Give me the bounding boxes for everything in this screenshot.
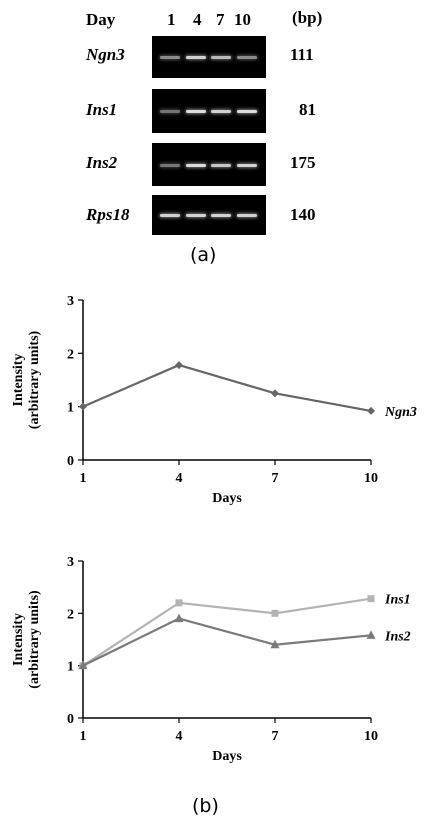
x-tick-label: 10 (364, 471, 378, 486)
series-label-ins1: Ins1 (384, 593, 411, 608)
y-tick-label: 2 (67, 607, 74, 622)
x-tick-label: 10 (364, 729, 378, 744)
day-4-label: 4 (193, 10, 202, 29)
y-tick-label: 0 (67, 712, 74, 727)
y-tick-label: 0 (67, 454, 74, 469)
gene-label-rps18: Rps18 (86, 205, 130, 224)
gel-band-rps18-day10 (237, 214, 257, 217)
gel-band-ngn3-day4 (186, 56, 206, 59)
data-point-ins2-day4 (174, 613, 184, 623)
x-tick-label: 7 (272, 729, 279, 744)
gel-lane-ins2 (152, 143, 266, 186)
y-tick-label: 1 (67, 401, 74, 416)
day-1-label: 1 (167, 10, 176, 29)
gel-band-rps18-day7 (211, 214, 231, 217)
x-axis-label: Days (212, 749, 242, 764)
gel-band-ins1-day1 (160, 110, 180, 113)
bp-value-ins1: 81 (299, 100, 316, 119)
gel-band-ngn3-day1 (160, 56, 180, 59)
series-line-ins1 (82, 597, 372, 667)
gel-band-ins2-day1 (160, 163, 180, 167)
gel-lane-ngn3 (152, 36, 266, 78)
bp-header-label: (bp) (292, 8, 323, 27)
data-point-ngn3-day7 (271, 389, 279, 398)
y-axis-label: Intensity (11, 613, 26, 666)
gene-label-ins1: Ins1 (86, 100, 118, 119)
day-header-label: Day (86, 10, 116, 29)
series-label-ins2: Ins2 (384, 629, 411, 644)
gene-label-ngn3: Ngn3 (86, 45, 125, 64)
data-point-ins2-day1 (78, 660, 88, 670)
gel-band-rps18-day1 (160, 214, 180, 217)
gel-band-ins1-day10 (237, 110, 257, 113)
y-axis-label: (arbitrary units) (27, 330, 42, 429)
y-axis-label: Intensity (11, 354, 26, 407)
x-tick-label: 4 (176, 471, 183, 486)
bp-value-rps18: 140 (290, 205, 316, 224)
gel-lane-ins1 (152, 89, 266, 133)
gene-label-ins2: Ins2 (86, 153, 118, 172)
y-tick-label: 2 (67, 347, 74, 362)
data-point-ins2-day7 (270, 639, 280, 649)
x-tick-label: 4 (176, 729, 183, 744)
gel-band-ins2-day7 (211, 163, 231, 167)
y-tick-label: 3 (67, 294, 74, 309)
gel-band-ins2-day4 (186, 163, 206, 167)
gel-band-rps18-day4 (186, 214, 206, 217)
x-axis-label: Days (212, 491, 242, 506)
data-point-ins1-day4 (175, 599, 183, 607)
series-label-ngn3: Ngn3 (384, 405, 417, 420)
gel-band-ngn3-day10 (237, 56, 257, 59)
y-axis-label: (arbitrary units) (27, 590, 42, 689)
x-tick-label: 1 (80, 729, 87, 744)
gel-lane-rps18 (152, 195, 266, 235)
gel-band-ins2-day10 (237, 163, 257, 167)
gel-band-ins1-day7 (211, 110, 231, 113)
data-point-ngn3-day1 (79, 402, 87, 411)
series-line-ngn3 (82, 363, 372, 413)
data-point-ins1-day7 (271, 609, 279, 617)
data-point-ngn3-day4 (175, 361, 183, 370)
panel-a-caption: (a) (190, 244, 217, 266)
data-point-ins1-day10 (367, 595, 375, 603)
day-7-label: 7 (216, 10, 225, 29)
x-tick-label: 1 (80, 471, 87, 486)
y-tick-label: 3 (67, 555, 74, 570)
gel-band-ins1-day4 (186, 110, 206, 113)
series-line-ins2 (82, 617, 372, 667)
y-tick-label: 1 (67, 660, 74, 675)
panel-b-caption: (b) (192, 795, 219, 817)
x-tick-label: 7 (272, 471, 279, 486)
bp-value-ins2: 175 (290, 153, 316, 172)
data-point-ngn3-day10 (367, 406, 375, 415)
gel-band-ngn3-day7 (211, 56, 231, 59)
bp-value-ngn3: 111 (290, 45, 314, 64)
data-point-ins2-day10 (366, 630, 376, 639)
day-10-label: 10 (234, 10, 251, 29)
